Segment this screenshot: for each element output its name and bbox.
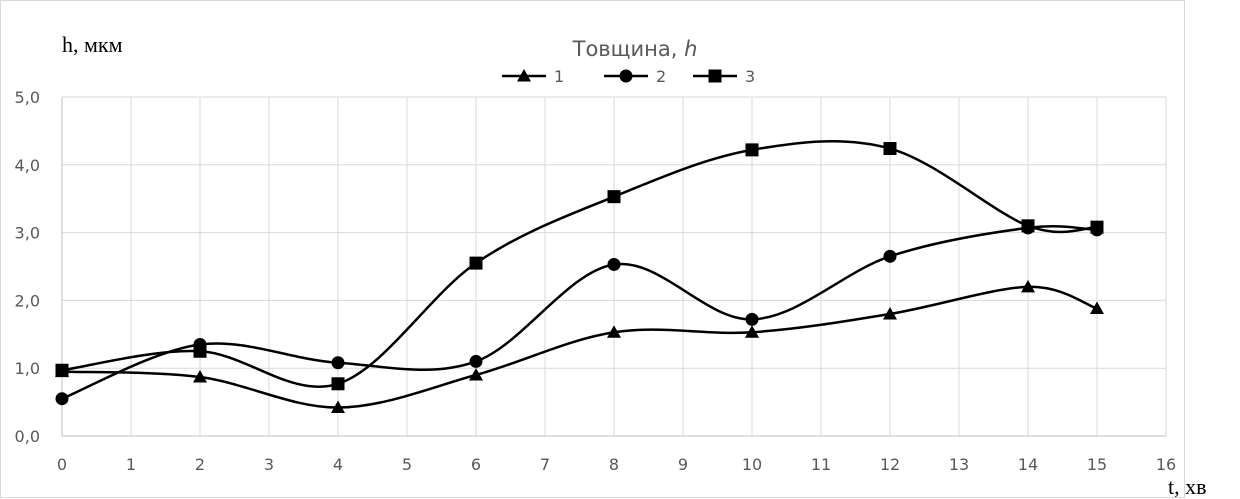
x-tick-label: 12 xyxy=(880,455,900,474)
data-point-square xyxy=(194,345,207,358)
data-point-square xyxy=(884,142,897,155)
x-tick-label: 15 xyxy=(1087,455,1107,474)
legend-label: 2 xyxy=(656,67,666,86)
legend-marker-square xyxy=(709,70,722,83)
legend-label: 1 xyxy=(554,67,564,86)
x-tick-label: 14 xyxy=(1018,455,1038,474)
data-point-square xyxy=(470,257,483,270)
chart-title-var: h xyxy=(684,37,697,61)
x-tick-label: 6 xyxy=(471,455,481,474)
y-tick-label: 2,0 xyxy=(15,291,40,310)
data-point-square xyxy=(1091,221,1104,234)
x-tick-label: 10 xyxy=(742,455,762,474)
y-axis-title: h, мкм xyxy=(62,32,123,57)
x-tick-label: 3 xyxy=(264,455,274,474)
data-point-square xyxy=(608,190,621,203)
x-tick-label: 5 xyxy=(402,455,412,474)
legend-label: 3 xyxy=(745,67,755,86)
chart-title-main: Товщина, xyxy=(572,37,684,61)
x-axis-title: t, хв xyxy=(1168,474,1207,499)
data-point-square xyxy=(56,364,69,377)
y-tick-label: 3,0 xyxy=(15,224,40,243)
y-tick-label: 0,0 xyxy=(15,427,40,446)
data-point-circle xyxy=(56,392,69,405)
x-tick-label: 4 xyxy=(333,455,343,474)
data-point-square xyxy=(1022,219,1035,232)
data-point-circle xyxy=(884,250,897,263)
y-tick-label: 5,0 xyxy=(15,88,40,107)
x-tick-label: 11 xyxy=(811,455,831,474)
data-point-square xyxy=(746,143,759,156)
x-tick-label: 9 xyxy=(678,455,688,474)
x-tick-label: 7 xyxy=(540,455,550,474)
data-point-circle xyxy=(608,258,621,271)
x-tick-label: 2 xyxy=(195,455,205,474)
x-tick-label: 1 xyxy=(126,455,136,474)
legend-marker-circle xyxy=(620,70,633,83)
data-point-circle xyxy=(746,313,759,326)
y-tick-label: 4,0 xyxy=(15,156,40,175)
chart-frame xyxy=(1,1,1185,498)
data-point-circle xyxy=(332,356,345,369)
data-point-circle xyxy=(470,355,483,368)
x-tick-label: 0 xyxy=(57,455,67,474)
x-tick-label: 8 xyxy=(609,455,619,474)
x-tick-label: 16 xyxy=(1156,455,1176,474)
chart-title: Товщина, h xyxy=(572,37,698,61)
y-tick-label: 1,0 xyxy=(15,359,40,378)
data-point-square xyxy=(332,377,345,390)
x-tick-label: 13 xyxy=(949,455,969,474)
